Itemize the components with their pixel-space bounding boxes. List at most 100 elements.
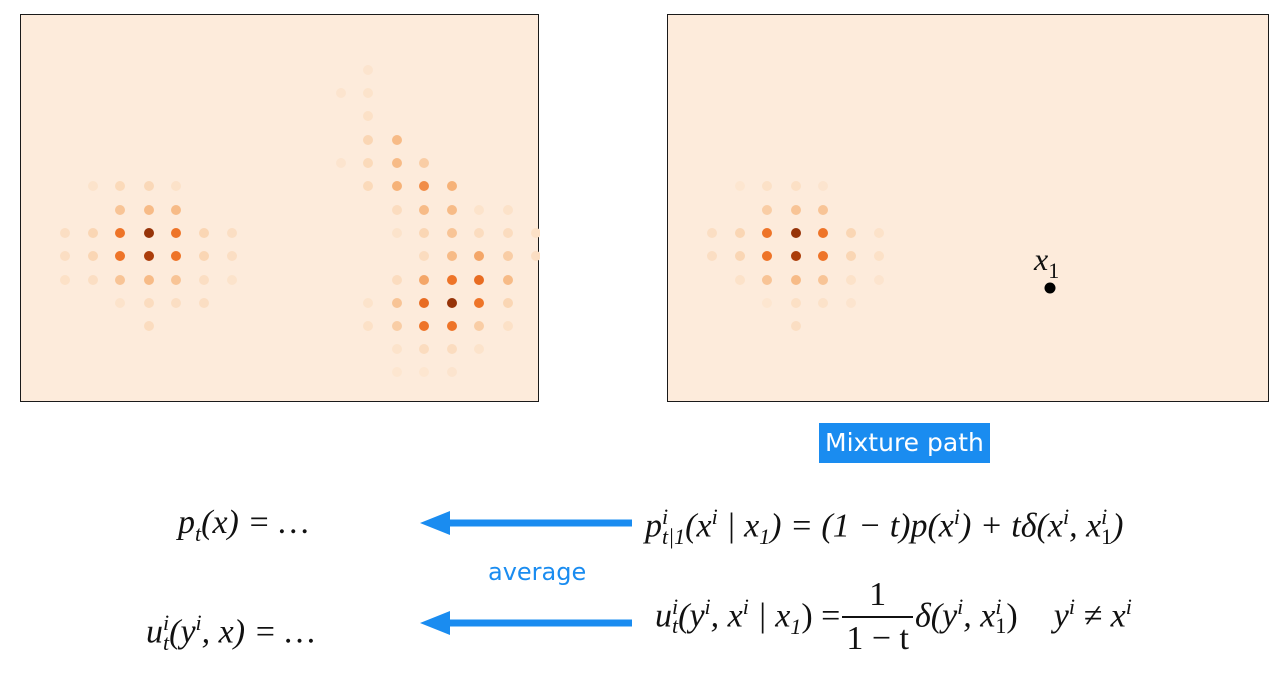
probability-dot: [144, 321, 154, 331]
probability-dot: [144, 228, 154, 238]
probability-dot: [818, 228, 828, 238]
probability-dot: [531, 251, 540, 261]
probability-dot: [392, 367, 402, 377]
probability-dot: [874, 251, 884, 261]
probability-dot: [419, 205, 429, 215]
probability-dot: [474, 251, 484, 261]
probability-dot: [88, 275, 98, 285]
probability-dot: [171, 228, 181, 238]
probability-dot: [392, 344, 402, 354]
probability-dot: [503, 251, 513, 261]
probability-dot: [447, 298, 457, 308]
probability-dot: [392, 228, 402, 238]
probability-dot: [171, 275, 181, 285]
target-point-label: x1: [1033, 241, 1059, 283]
probability-dot: [762, 205, 772, 215]
probability-dot: [846, 228, 856, 238]
probability-dot: [144, 298, 154, 308]
probability-dot: [762, 251, 772, 261]
marginal-velocity-equation: u i t (yi, x) = …: [146, 609, 316, 655]
probability-dot: [115, 205, 125, 215]
probability-dot: [531, 228, 540, 238]
probability-dot: [419, 251, 429, 261]
probability-dot: [199, 251, 209, 261]
probability-dot: [363, 65, 373, 75]
probability-dot: [60, 275, 70, 285]
probability-dot: [447, 251, 457, 261]
probability-dot: [199, 228, 209, 238]
probability-dot: [447, 344, 457, 354]
probability-dot: [336, 158, 346, 168]
probability-dot: [474, 344, 484, 354]
probability-dot: [707, 228, 717, 238]
probability-dot: [735, 275, 745, 285]
mixture-path-badge: Mixture path: [819, 423, 990, 463]
average-arrow-bottom: [420, 611, 632, 635]
probability-dot: [115, 181, 125, 191]
probability-dot: [419, 321, 429, 331]
conditional-probability-equation: p i t|1 (xi | x1) = (1 − t)p(xi) + tδ(xi, x…: [645, 503, 1124, 550]
probability-dot: [762, 298, 772, 308]
conditional-velocity-equation: u i t (yi, xi | x1) = 1 1 − t δ(yi, x i 1) yi ≠ x…: [655, 576, 1132, 657]
probability-dot: [144, 275, 154, 285]
mixture-distribution-panel: [20, 14, 540, 402]
probability-dot: [735, 181, 745, 191]
probability-dot: [144, 205, 154, 215]
probability-dot: [503, 321, 513, 331]
probability-dot: [503, 205, 513, 215]
probability-dot: [447, 367, 457, 377]
probability-dot: [363, 158, 373, 168]
probability-dot: [818, 251, 828, 261]
probability-dot: [474, 275, 484, 285]
probability-dot: [846, 275, 856, 285]
probability-dot: [392, 158, 402, 168]
probability-dot: [227, 228, 237, 238]
probability-dot: [791, 321, 801, 331]
probability-dot: [419, 367, 429, 377]
conditional-distribution-panel: x1: [667, 14, 1269, 402]
probability-dot: [171, 298, 181, 308]
probability-dot: [115, 298, 125, 308]
probability-dot: [474, 321, 484, 331]
probability-dot: [762, 181, 772, 191]
probability-dot: [115, 228, 125, 238]
probability-dot: [227, 275, 237, 285]
probability-dot: [419, 298, 429, 308]
probability-dot: [115, 275, 125, 285]
probability-dot: [171, 181, 181, 191]
probability-dot: [846, 251, 856, 261]
probability-dot: [419, 275, 429, 285]
probability-dot: [791, 275, 801, 285]
probability-dot: [363, 111, 373, 121]
probability-dot: [88, 228, 98, 238]
probability-dot: [363, 181, 373, 191]
probability-dot: [791, 181, 801, 191]
probability-dot: [791, 205, 801, 215]
probability-dot: [144, 181, 154, 191]
probability-dot: [818, 275, 828, 285]
probability-dot: [336, 88, 346, 98]
probability-dot: [474, 205, 484, 215]
probability-dot: [144, 251, 154, 261]
probability-dot: [363, 135, 373, 145]
target-point: [1044, 282, 1056, 294]
probability-dot: [60, 251, 70, 261]
average-arrow-top: [420, 511, 632, 535]
probability-dot: [363, 321, 373, 331]
probability-dot: [762, 228, 772, 238]
probability-dot: [171, 205, 181, 215]
probability-dot: [199, 298, 209, 308]
probability-dot: [874, 275, 884, 285]
probability-dot: [392, 321, 402, 331]
probability-dot: [392, 275, 402, 285]
probability-dot: [791, 298, 801, 308]
probability-dot: [392, 298, 402, 308]
probability-dot: [115, 251, 125, 261]
probability-dot: [791, 228, 801, 238]
probability-dot: [818, 298, 828, 308]
conditional-dot-grid: x1: [707, 181, 1059, 331]
probability-dot: [846, 298, 856, 308]
probability-dot: [447, 205, 457, 215]
probability-dot: [447, 321, 457, 331]
probability-dot: [447, 181, 457, 191]
